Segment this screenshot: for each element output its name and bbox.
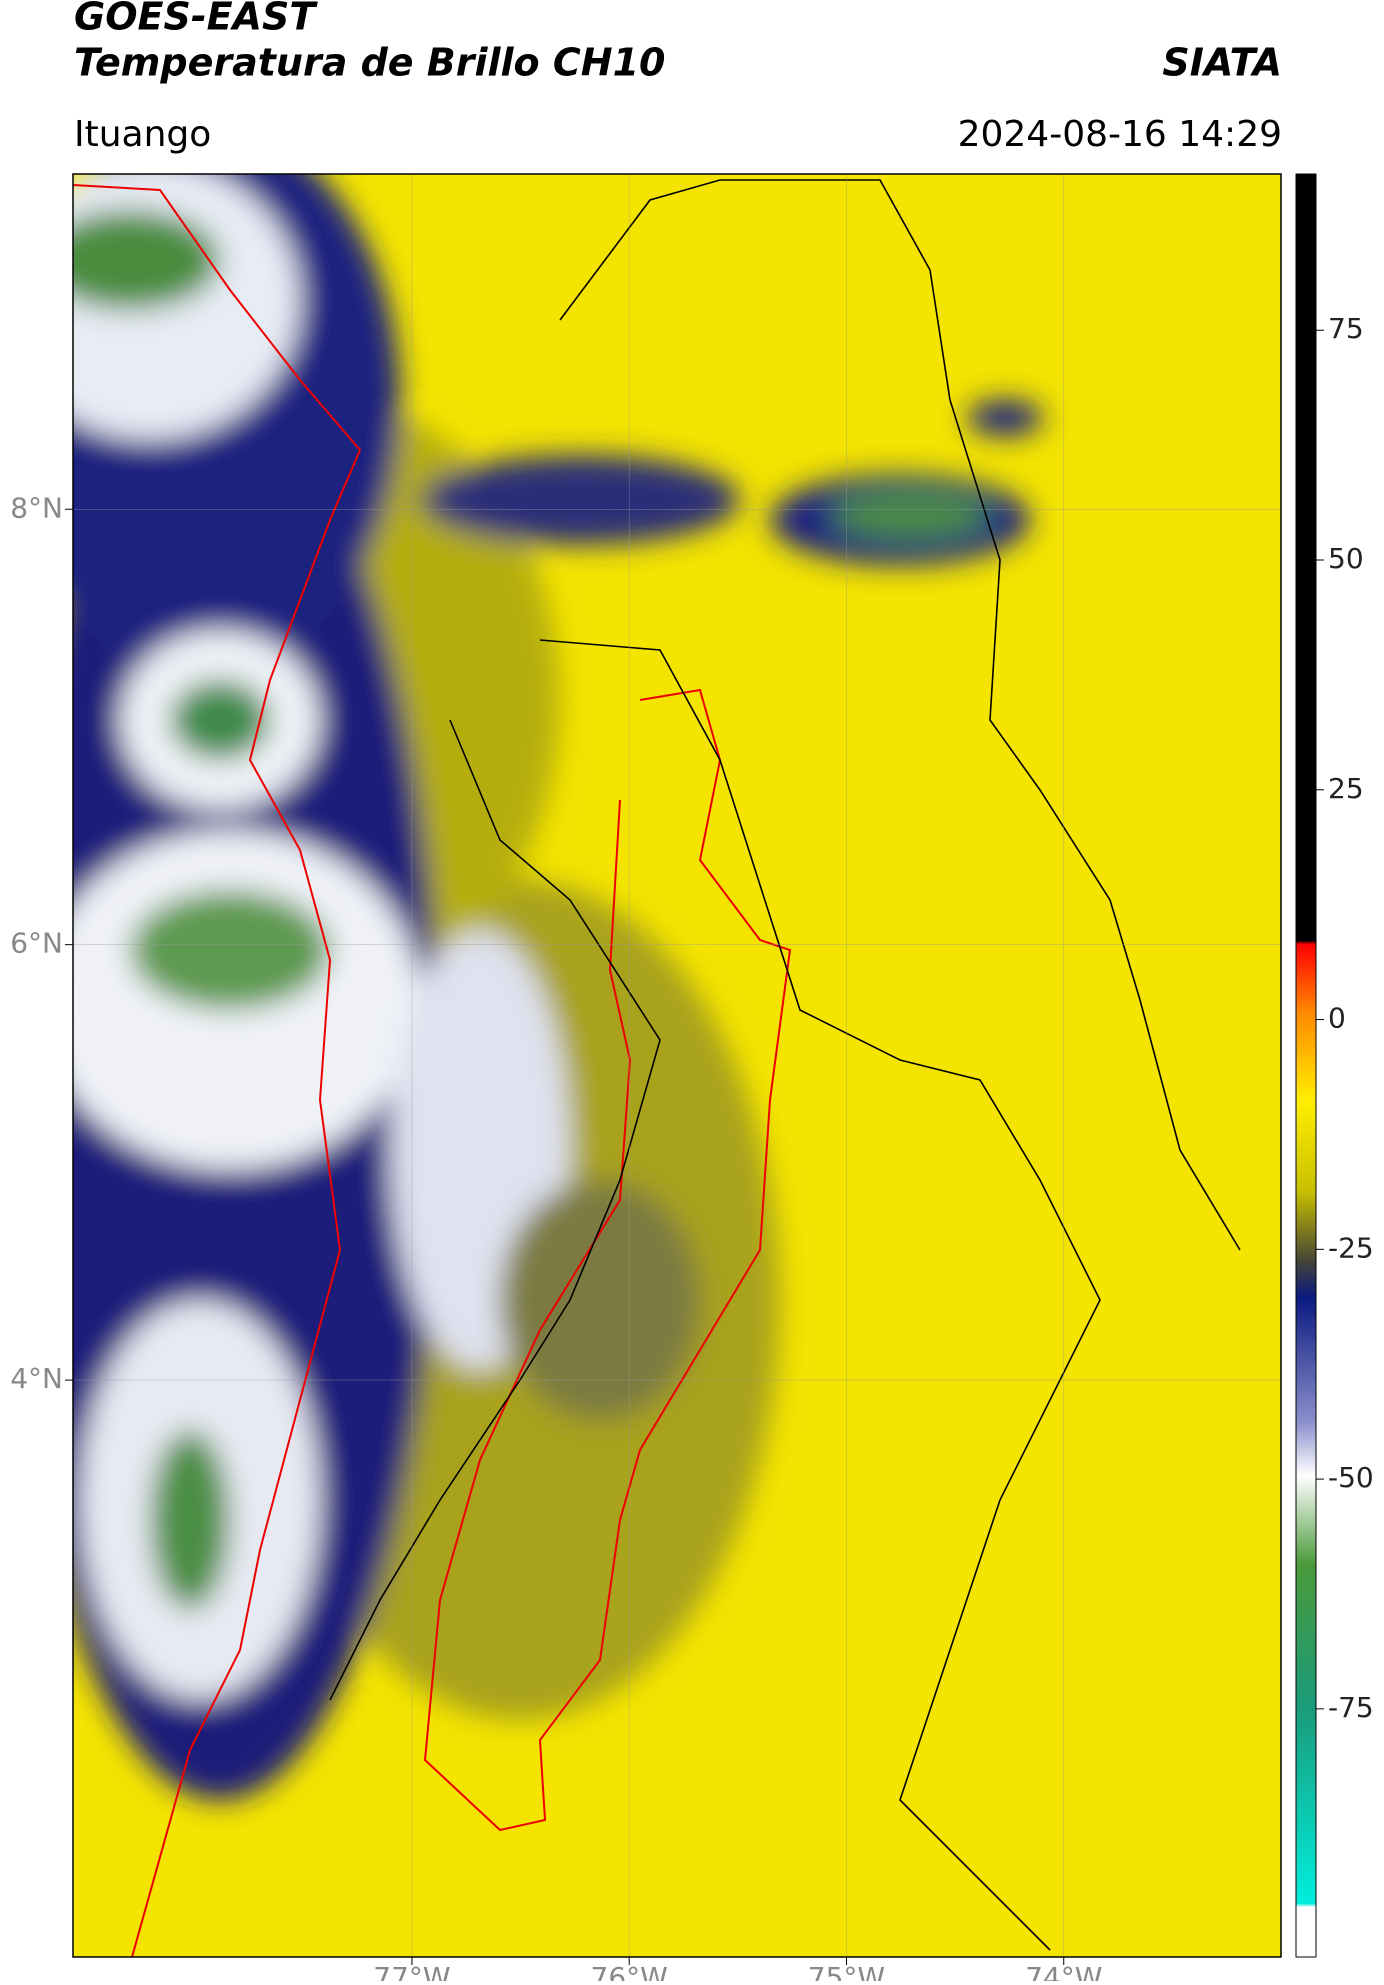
colorbar-label: 50 xyxy=(1328,542,1364,575)
map-frame xyxy=(72,173,1282,1958)
lon-label: 75°W xyxy=(808,1961,885,1981)
location: Ituango xyxy=(74,114,211,155)
colorbar xyxy=(1295,173,1317,1958)
colorbar-label: -25 xyxy=(1328,1231,1374,1264)
lon-label: 76°W xyxy=(591,1961,668,1981)
colorbar-label: 0 xyxy=(1328,1002,1346,1035)
colorbar-label: 75 xyxy=(1328,312,1364,345)
lat-label: 8°N xyxy=(10,491,63,524)
colorbar-label: 25 xyxy=(1328,772,1364,805)
datetime: 2024-08-16 14:29 xyxy=(958,114,1282,155)
colorbar-label: -75 xyxy=(1328,1691,1374,1724)
subtitle: Temperatura de Brillo CH10 xyxy=(74,41,665,85)
title: GOES-EAST xyxy=(74,0,318,39)
lat-label: 6°N xyxy=(10,927,63,960)
lon-label: 74°W xyxy=(1025,1961,1102,1981)
colorbar-label: -50 xyxy=(1328,1461,1374,1494)
satellite-image xyxy=(73,174,1281,1957)
lat-label: 4°N xyxy=(10,1362,63,1395)
source: SIATA xyxy=(1162,41,1282,85)
lon-label: 77°W xyxy=(373,1961,450,1981)
